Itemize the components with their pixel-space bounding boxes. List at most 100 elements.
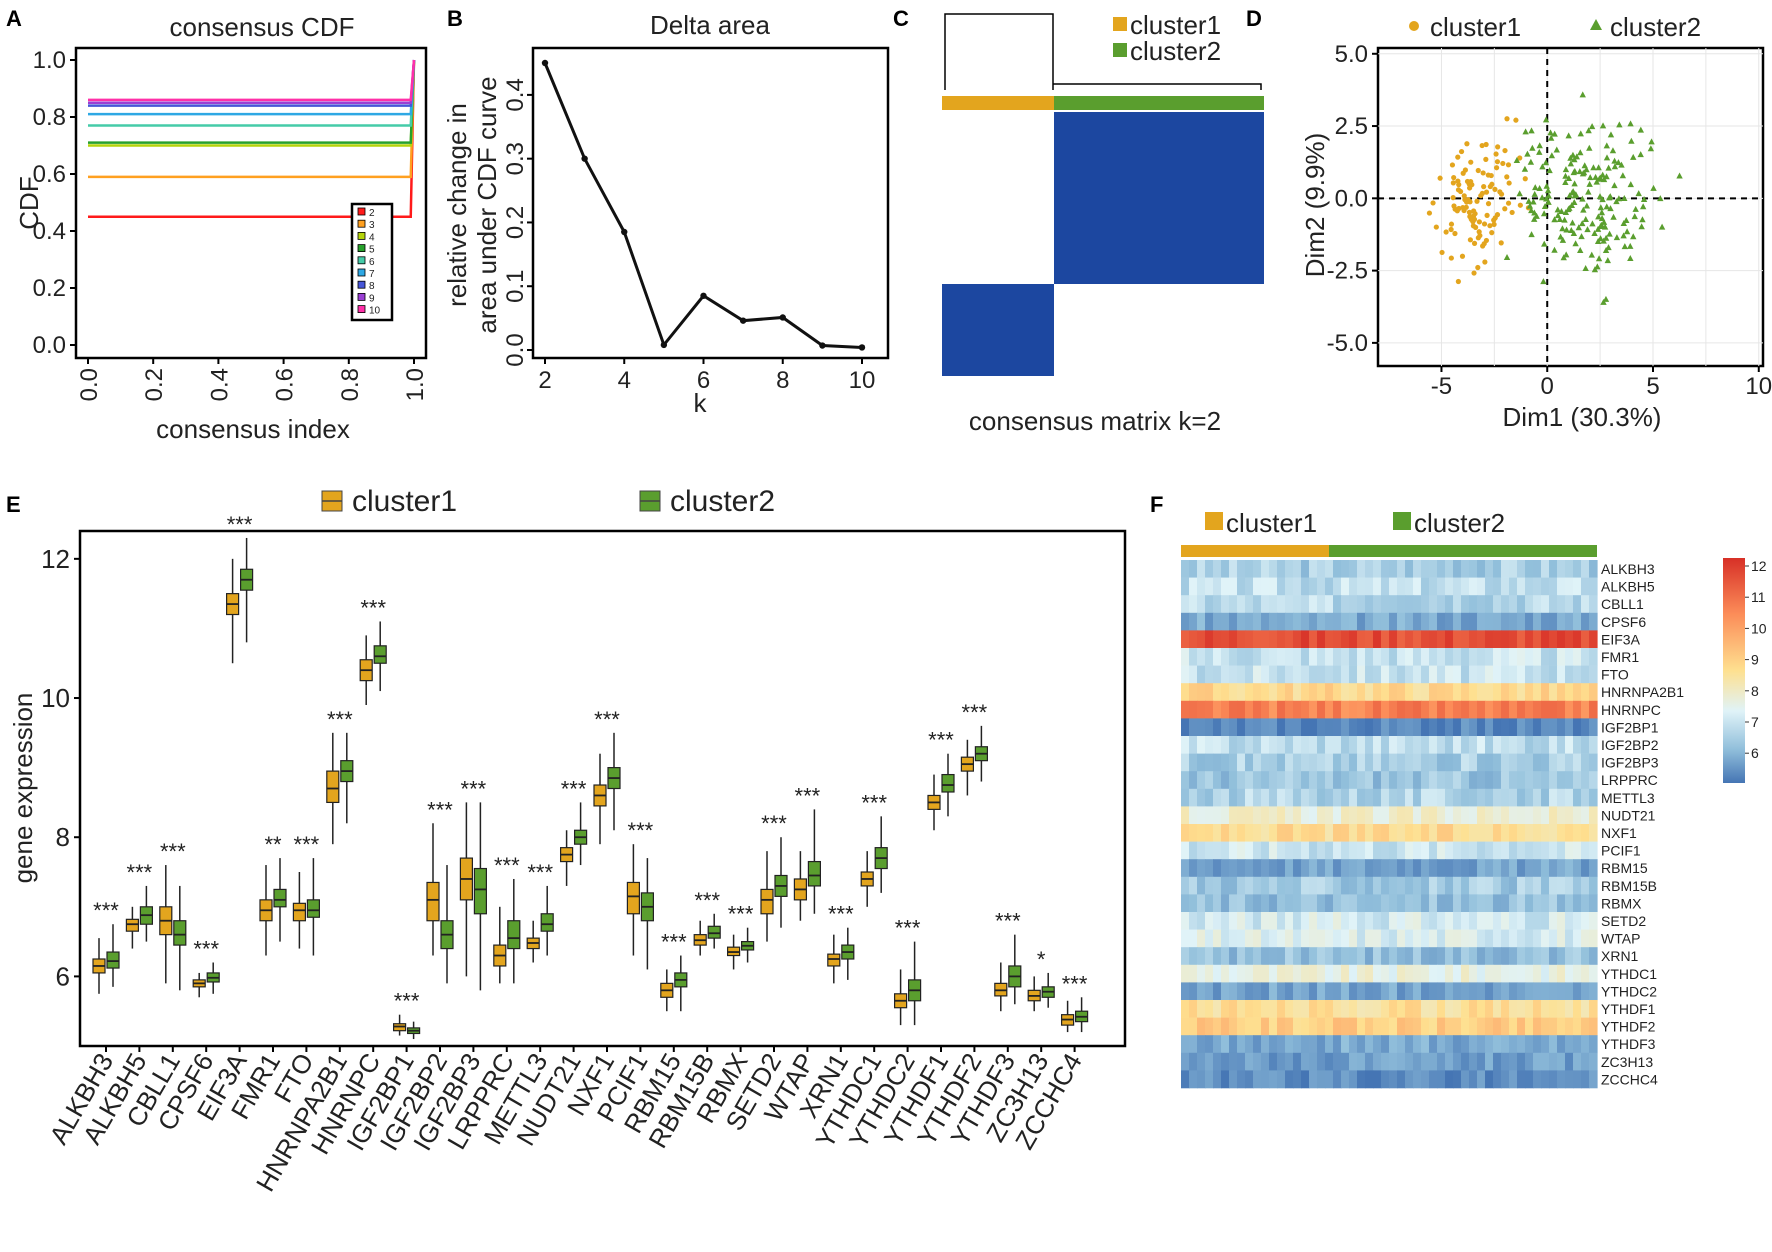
heatmap-cell [1277,577,1286,596]
d-point-cluster2 [1596,193,1604,200]
heatmap-cell [1221,947,1230,966]
heatmap-cell [1317,964,1326,983]
heatmap-cell [1205,859,1214,878]
heatmap-cell [1253,665,1262,684]
heatmap-cell [1541,876,1550,895]
d-point-cluster2 [1676,172,1683,179]
box-CPSF6-cluster2 [206,962,220,994]
heatmap-cell [1221,929,1230,948]
heatmap-cell [1261,982,1270,1001]
heatmap-cell [1405,577,1414,596]
heatmap-cell [1525,806,1534,825]
heatmap-cell [1421,1070,1430,1089]
heatmap-cell [1357,683,1366,702]
heatmap-cell [1517,771,1526,790]
heatmap-cell [1301,630,1310,649]
heatmap-cell [1325,718,1334,737]
heatmap-cell [1501,648,1510,666]
heatmap-cell [1181,595,1190,614]
heatmap-cell [1181,648,1190,666]
heatmap-cell [1461,806,1470,825]
d-point-cluster1 [1513,117,1519,123]
heatmap-cell [1181,964,1190,983]
heatmap-cell [1437,1052,1446,1071]
heatmap-cell [1397,753,1406,772]
heatmap-cell [1237,788,1246,807]
d-point-cluster2 [1613,234,1621,241]
heatmap-cell [1365,876,1374,895]
heatmap-cell [1381,560,1390,578]
heatmap-cell [1189,665,1198,684]
heatmap-row-ZC3H13 [1181,1052,1598,1071]
heatmap-cell [1453,771,1462,790]
heatmap-cell [1293,595,1302,614]
heatmap-cell [1397,1035,1406,1054]
d-point-cluster1 [1472,224,1479,230]
d-point-cluster2 [1527,158,1535,165]
heatmap-cell [1357,912,1366,930]
heatmap-cell [1509,612,1518,631]
heatmap-cell [1181,700,1190,719]
heatmap-cell [1285,577,1294,596]
heatmap-cell [1325,912,1334,930]
d-point-cluster1 [1502,206,1508,212]
heatmap-cell [1309,648,1318,666]
heatmap-cell [1565,683,1574,702]
box-YTHDC2-cluster2 [907,941,922,1026]
box-XRN1-cluster1-body [827,953,841,967]
heatmap-cell [1405,1070,1414,1089]
heatmap-cell [1493,964,1502,983]
heatmap-cell [1237,912,1246,930]
heatmap-cell [1205,894,1214,913]
heatmap-cell [1213,700,1222,719]
d-point-cluster1 [1471,270,1477,276]
heatmap-cell [1237,841,1246,860]
d-point-cluster2 [1585,127,1592,134]
heatmap-cell [1533,683,1542,702]
heatmap-cell [1285,947,1294,966]
heatmap-cell [1509,894,1518,913]
heatmap-cell [1565,788,1574,807]
heatmap-cell [1365,718,1374,737]
heatmap-cell [1245,1035,1254,1054]
d-point-cluster1 [1489,230,1495,236]
heatmap-cell [1557,771,1566,790]
panel-d-grid [1378,48,1763,366]
a-legend-label-k5: 5 [369,245,375,256]
heatmap-cell [1261,859,1270,878]
heatmap-cell [1461,982,1470,1001]
heatmap-cell [1453,1052,1462,1071]
heatmap-cell [1293,612,1302,631]
heatmap-cell [1493,560,1502,578]
d-ytick-label: 0.0 [1335,185,1368,212]
heatmap-cell [1301,612,1310,631]
heatmap-cell [1357,982,1366,1001]
heatmap-cell [1205,964,1214,983]
heatmap-cell [1429,736,1438,754]
panel-b-title: Delta area [650,10,770,40]
heatmap-cell [1365,1035,1374,1054]
heatmap-cell [1197,665,1206,684]
heatmap-cell [1389,1035,1398,1054]
heatmap-cell [1549,648,1558,666]
heatmap-cell [1357,771,1366,790]
heatmap-cell [1565,841,1574,860]
heatmap-cell [1485,612,1494,631]
heatmap-cell [1429,841,1438,860]
heatmap-cell [1181,560,1190,578]
heatmap-cell [1253,788,1262,807]
d-point-cluster1 [1494,159,1501,165]
heatmap-cell [1381,736,1390,754]
heatmap-row-CPSF6 [1181,612,1598,631]
heatmap-cell [1349,665,1358,684]
heatmap-cell [1533,595,1542,614]
heatmap-cell [1205,577,1214,596]
heatmap-cell [1237,630,1246,649]
heatmap-cell [1189,1070,1198,1089]
heatmap-cell [1405,736,1414,754]
d-point-cluster2 [1540,210,1548,217]
d-point-cluster1 [1483,141,1489,148]
heatmap-cell [1357,753,1366,772]
heatmap-cell [1589,560,1598,578]
